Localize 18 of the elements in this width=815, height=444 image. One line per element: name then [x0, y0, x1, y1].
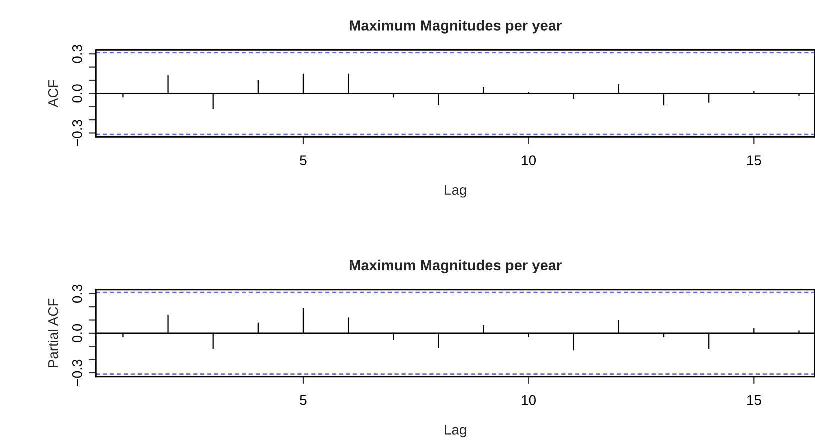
y-axis-title: ACF: [48, 80, 58, 108]
x-tick-label: 15: [747, 156, 762, 166]
y-axis-title: Partial ACF: [48, 298, 58, 368]
chart-title: Maximum Magnitudes per year: [350, 260, 562, 274]
y-tick-label: −0.3: [72, 120, 82, 146]
x-tick-label: 5: [300, 156, 307, 166]
x-tick-label: 5: [300, 396, 307, 406]
y-tick-label: 0.3: [72, 45, 82, 64]
x-axis-title: Lag: [445, 185, 466, 198]
chart-title: Maximum Magnitudes per year: [350, 20, 562, 34]
x-tick-label: 10: [522, 395, 536, 406]
x-tick-label: 10: [522, 156, 536, 166]
y-tick-label: 0.0: [72, 324, 82, 343]
y-tick-label: 0.3: [72, 284, 82, 303]
x-axis-title: Lag: [445, 425, 466, 438]
x-tick-label: 15: [747, 396, 762, 406]
y-tick-label: −0.3: [72, 360, 82, 386]
y-tick-label: 0.0: [72, 84, 82, 103]
